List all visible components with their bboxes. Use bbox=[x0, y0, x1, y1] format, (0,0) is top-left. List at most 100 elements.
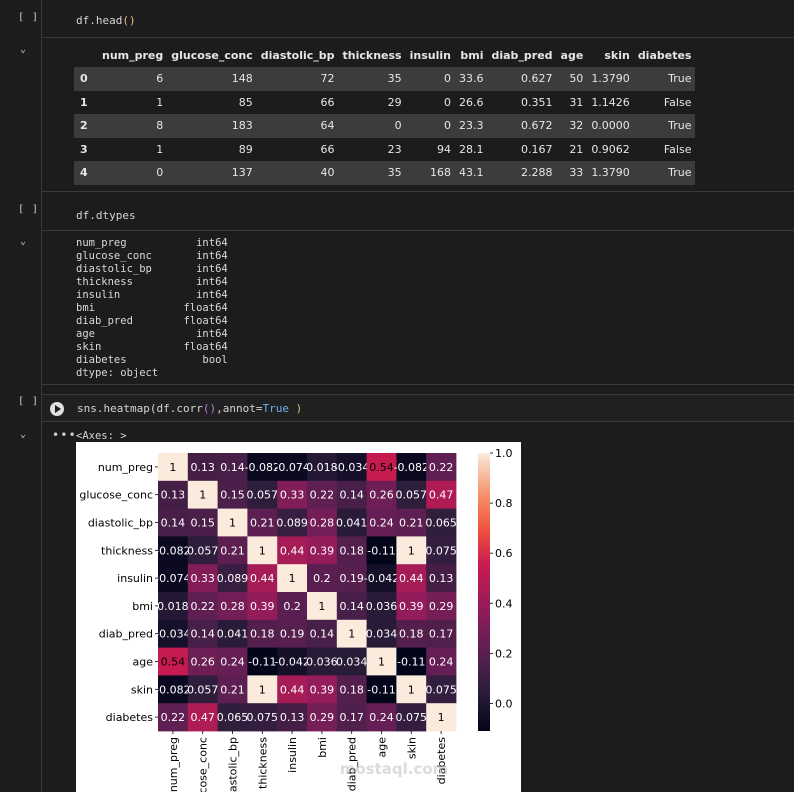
cell-annotation: 0.19 bbox=[339, 572, 364, 585]
cell-annotation: 1 bbox=[259, 544, 266, 557]
x-tick-label: bmi bbox=[316, 737, 329, 758]
heatmap-cell bbox=[217, 647, 248, 676]
heatmap-cell bbox=[277, 675, 308, 704]
chevron-down-icon[interactable]: ⌄ bbox=[20, 44, 27, 55]
cell-annotation: 0.089 bbox=[217, 572, 249, 585]
cell-annotation: -0.082 bbox=[394, 461, 429, 474]
table-cell: 1 bbox=[156, 95, 164, 109]
column-header: bmi bbox=[460, 49, 484, 62]
cell-annotation: 0.21 bbox=[250, 517, 274, 530]
heatmap-cell bbox=[277, 647, 308, 676]
head-output-area bbox=[41, 37, 794, 192]
cell-annotation: 0.22 bbox=[310, 489, 335, 502]
cell-annotation: -0.11 bbox=[367, 544, 395, 557]
cell-annotation: 0.075 bbox=[425, 544, 457, 557]
heatmap-cell bbox=[158, 675, 189, 704]
row-index: 1 bbox=[80, 95, 88, 109]
cell-annotation: 0.19 bbox=[280, 628, 305, 641]
cell-annotation: 0.034 bbox=[336, 656, 368, 669]
cell-annotation: 0.13 bbox=[429, 572, 454, 585]
chevron-down-icon[interactable]: ⌄ bbox=[20, 429, 27, 440]
heatmap-cell bbox=[247, 647, 278, 676]
cell-annotation: 0.15 bbox=[190, 517, 215, 530]
code-text: sns.heatmap(df.corr bbox=[77, 402, 203, 415]
y-tick-label: insulin bbox=[117, 572, 153, 585]
table-cell: 29 bbox=[387, 95, 402, 109]
cell-annotation: 1 bbox=[259, 683, 266, 696]
row-index: 3 bbox=[80, 142, 88, 156]
heatmap-code[interactable]: sns.heatmap(df.corr(),annot=True ) bbox=[77, 402, 302, 415]
heatmap-cell bbox=[396, 592, 427, 621]
y-tick-label: diabetes bbox=[106, 711, 154, 724]
heatmap-cell bbox=[366, 647, 397, 676]
head-code[interactable]: df.head() bbox=[76, 14, 136, 27]
cell-annotation: 0.089 bbox=[276, 517, 308, 530]
heatmap-cell bbox=[247, 480, 278, 509]
cell-annotation: 0.057 bbox=[187, 544, 219, 557]
colorbar-tick-label: 1.0 bbox=[495, 447, 513, 460]
heatmap-cell bbox=[217, 453, 248, 482]
table-cell: 33 bbox=[556, 161, 588, 185]
code-text: ,annot= bbox=[216, 402, 263, 415]
heatmap-cell bbox=[366, 453, 397, 482]
cell-annotation: 0.041 bbox=[217, 628, 249, 641]
heatmap-cell bbox=[247, 453, 278, 482]
run-cell-button[interactable] bbox=[50, 402, 64, 416]
cell-annotation: -0.034 bbox=[155, 628, 190, 641]
heatmap-cell bbox=[366, 675, 397, 704]
table-cell: 2.288 bbox=[487, 161, 557, 185]
cell-annotation: 0.036 bbox=[306, 656, 338, 669]
more-options-icon[interactable]: ••• bbox=[52, 428, 77, 442]
colorbar-tick-label: 0.6 bbox=[495, 547, 513, 560]
table-cell: 6 bbox=[98, 67, 168, 91]
chevron-down-icon[interactable]: ⌄ bbox=[20, 236, 27, 247]
cell-annotation: 0.018 bbox=[157, 600, 189, 613]
heatmap-cell bbox=[187, 647, 218, 676]
table-row: 3 1 89 66 23 94 28.1 0.167 21 0.9062 False bbox=[74, 138, 695, 162]
heatmap-cell bbox=[217, 703, 248, 732]
cell-annotation: 0.44 bbox=[280, 683, 305, 696]
x-tick-label: thickness bbox=[256, 737, 269, 789]
cell-annotation: 0.54 bbox=[369, 461, 394, 474]
heatmap-cell bbox=[217, 536, 248, 565]
heatmap-cell bbox=[396, 675, 427, 704]
heatmap-cell bbox=[336, 480, 367, 509]
cell-annotation: 0.2 bbox=[283, 600, 301, 613]
heatmap-cell bbox=[426, 480, 457, 509]
x-tick-label: num_preg bbox=[167, 737, 180, 792]
dtypes-output-area bbox=[41, 230, 794, 385]
cell-annotation: 1 bbox=[229, 517, 236, 530]
table-cell: 72 bbox=[256, 67, 339, 91]
heatmap-cell bbox=[307, 453, 338, 482]
table-cell: 1.3790 bbox=[587, 161, 634, 185]
column-header: age bbox=[560, 49, 584, 62]
cell-annotation: 0.44 bbox=[399, 572, 424, 585]
heatmap-cell bbox=[426, 703, 457, 732]
table-cell: 21 bbox=[569, 142, 584, 156]
dtypes-code[interactable]: df.dtypes bbox=[76, 209, 136, 222]
cell-annotation: 0.17 bbox=[429, 628, 454, 641]
cell-annotation: 0.14 bbox=[339, 600, 364, 613]
cell-annotation: 0.21 bbox=[220, 544, 245, 557]
table-cell: 31 bbox=[569, 95, 584, 109]
cell-annotation: 0.22 bbox=[429, 461, 454, 474]
table-body: 0 6 148 72 35 0 33.6 0.627 50 1.3790 True 1 1 85 66 29 0… bbox=[74, 67, 696, 185]
cell-annotation: 0.057 bbox=[247, 489, 278, 502]
colorbar-tick-label: 0.8 bbox=[495, 497, 513, 510]
y-tick-label: bmi bbox=[132, 600, 153, 613]
dtypes-output: num_preg int64 glucose_conc int64 diasto… bbox=[76, 237, 228, 379]
heatmap-cell bbox=[217, 675, 248, 704]
cell-execution-count: [ ] bbox=[18, 396, 40, 407]
heatmap-cell bbox=[158, 619, 189, 648]
table-cell: 0 bbox=[405, 67, 455, 91]
heatmap-cell bbox=[158, 508, 189, 537]
heatmap-cell bbox=[336, 619, 367, 648]
cell-annotation: 0.33 bbox=[190, 572, 215, 585]
heatmap-cell bbox=[217, 592, 248, 621]
heatmap-cell bbox=[307, 592, 338, 621]
heatmap-cell bbox=[187, 564, 218, 593]
heatmap-cell bbox=[277, 508, 308, 537]
heatmap-cell bbox=[336, 703, 367, 732]
cell-annotation: 0.39 bbox=[310, 544, 335, 557]
y-tick-label: diastolic_bp bbox=[88, 517, 153, 530]
